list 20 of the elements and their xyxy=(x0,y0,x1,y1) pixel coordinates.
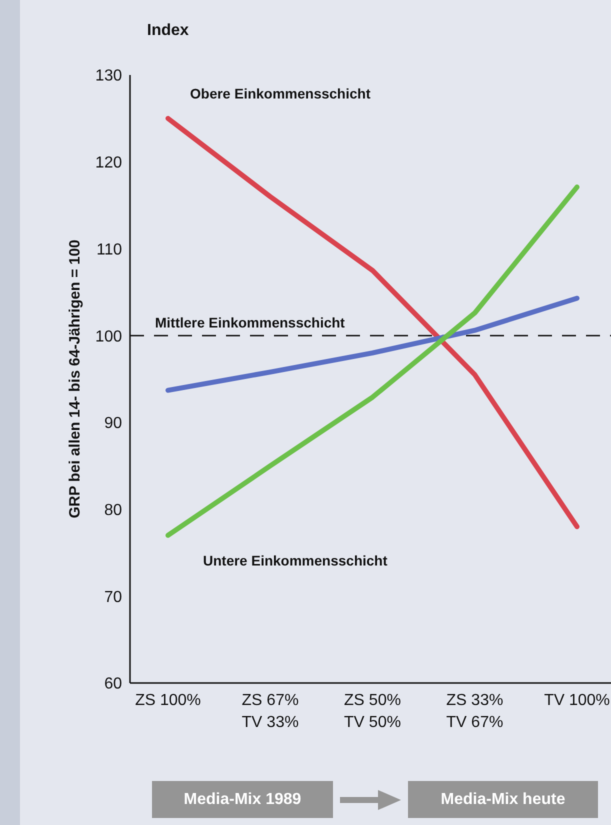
x-tick-label: TV 100% xyxy=(544,692,610,709)
y-tick-label: 80 xyxy=(104,502,122,519)
text: Media-Mix 1989 xyxy=(152,781,333,818)
x-tick-label: ZS 100% xyxy=(135,692,201,709)
y-tick-label: 110 xyxy=(96,241,122,258)
x-tick-label: ZS 67% TV 33% xyxy=(242,692,299,731)
y-tick-label: 60 xyxy=(104,676,122,693)
y-tick-label: 90 xyxy=(104,415,122,432)
y-tick-label: 130 xyxy=(95,68,122,85)
y-tick-label: 120 xyxy=(95,154,122,172)
text: Media-Mix heute xyxy=(408,781,598,818)
y-axis-title: GRP bei allen 14- bis 64-Jährigen = 100 xyxy=(66,240,84,518)
text: Untere Einkommensschicht xyxy=(203,552,388,568)
series-label: Mittlere Einkommensschicht xyxy=(155,314,346,330)
x-tick-label: ZS 33% TV 67% xyxy=(446,692,504,731)
series-label: Obere Einkommensschicht xyxy=(190,85,371,102)
text: Index xyxy=(147,22,189,40)
x-tick-label: ZS 50% TV 50% xyxy=(344,692,401,731)
y-tick-label: 70 xyxy=(104,588,122,606)
y-tick-label: 100 xyxy=(95,328,122,346)
